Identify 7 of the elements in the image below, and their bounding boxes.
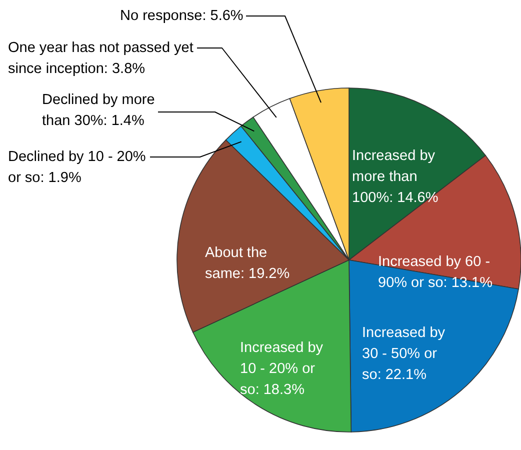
slice-label: No response: 5.6% xyxy=(120,8,244,24)
slice-label: Increased by 30 - 50% or so: 22.1% xyxy=(362,325,446,383)
slice-label: One year has not passed yet since inception: 3.8% xyxy=(8,40,194,77)
slice-label: Declined by more than 30%: 1.4% xyxy=(42,92,155,129)
slice-label: Increased by 10 - 20% or so: 18.3% xyxy=(240,340,324,398)
slice-label: Declined by 10 - 20% or so: 1.9% xyxy=(8,149,146,186)
slice-label: About the same: 19.2% xyxy=(205,245,290,282)
